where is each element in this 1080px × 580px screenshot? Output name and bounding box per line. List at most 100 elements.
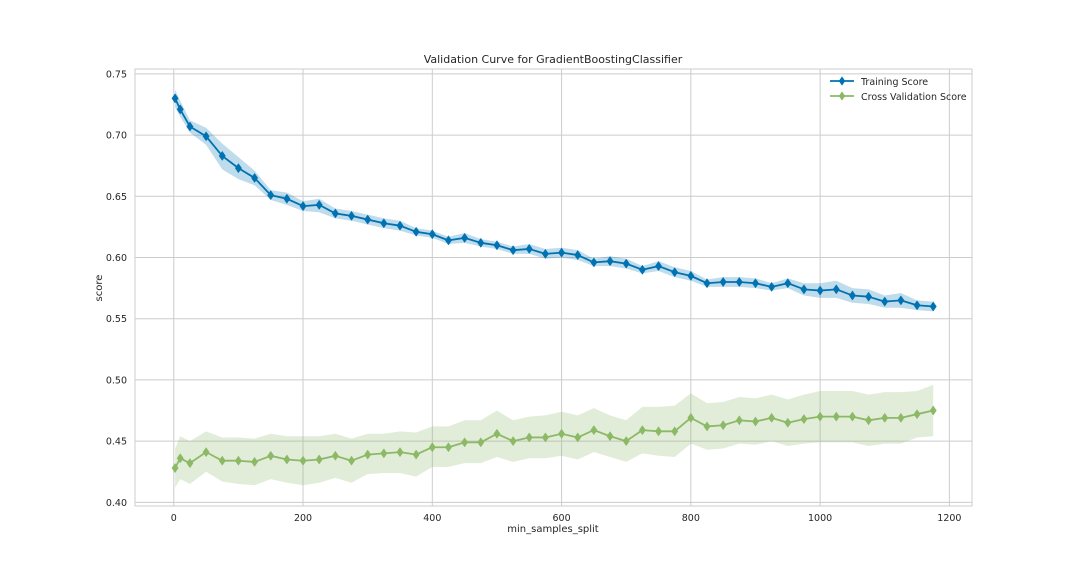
training-score-point <box>897 295 905 306</box>
training-score-point <box>881 296 889 307</box>
cross-validation-score-point <box>671 426 679 437</box>
training-score-point <box>929 301 937 312</box>
cross-validation-score-point <box>283 454 291 465</box>
training-score-point <box>638 264 646 275</box>
cross-validation-score-point <box>267 450 275 461</box>
cross-validation-score-point <box>234 455 242 466</box>
cross-validation-score-point <box>364 449 372 460</box>
cross-validation-score-point <box>784 417 792 428</box>
cross-validation-score-point <box>703 421 711 432</box>
cross-validation-score-point <box>897 412 905 423</box>
y-tick-label: 0.65 <box>106 192 127 203</box>
training-score-point <box>816 285 824 296</box>
training-score-point <box>428 229 436 240</box>
training-score-point <box>396 220 404 231</box>
training-score-point <box>751 278 759 289</box>
y-tick-label: 0.45 <box>106 437 127 448</box>
cross-validation-score-point <box>735 415 743 426</box>
training-score-point <box>412 226 420 237</box>
cross-validation-score-point <box>541 432 549 443</box>
cross-validation-score-point <box>444 442 452 453</box>
cross-validation-score-point <box>461 437 469 448</box>
cross-validation-score-point <box>202 447 210 458</box>
y-tick-label: 0.50 <box>106 375 127 386</box>
y-tick-label: 0.60 <box>106 253 127 264</box>
training-score-point <box>671 267 679 278</box>
cross-validation-score-point <box>477 437 485 448</box>
x-tick-label: 1000 <box>808 513 832 524</box>
cross-validation-score-point <box>218 455 226 466</box>
cross-validation-score-point <box>348 455 356 466</box>
cross-validation-score-point <box>606 431 614 442</box>
cross-validation-score-point <box>800 414 808 425</box>
cross-validation-score-point <box>848 411 856 422</box>
cross-validation-score-point <box>687 412 695 423</box>
training-score-point <box>832 284 840 295</box>
cross-validation-score-point <box>428 442 436 453</box>
cross-validation-score-point <box>590 425 598 436</box>
cross-validation-score-point <box>719 420 727 431</box>
plot-frame <box>134 68 973 507</box>
x-tick-label: 1200 <box>937 513 961 524</box>
training-score-point <box>234 163 242 174</box>
cross-validation-score-point <box>412 449 420 460</box>
y-tick-label: 0.55 <box>106 314 127 325</box>
x-tick-label: 400 <box>423 513 441 524</box>
cross-validation-score-point <box>929 405 937 416</box>
training-score-point <box>202 131 210 142</box>
legend-label-cross-validation: Cross Validation Score <box>861 92 967 103</box>
chart-title: Validation Curve for GradientBoostingCla… <box>424 53 683 66</box>
cross-validation-score-point <box>655 426 663 437</box>
training-score-point <box>541 248 549 259</box>
training-score-point <box>865 291 873 302</box>
cross-validation-score-point <box>509 436 517 447</box>
cross-validation-score-point <box>865 415 873 426</box>
training-score-point <box>574 250 582 261</box>
tick-labels: 0 200 400 600 800 1000 1200 0.40 0.45 0.50 0.55 0.6… <box>106 69 962 524</box>
cross-validation-score-point <box>299 455 307 466</box>
cross-validation-score-point <box>638 425 646 436</box>
cross-validation-score-point <box>493 428 501 439</box>
cross-validation-score-point <box>622 436 630 447</box>
cross-validation-score-point <box>331 450 339 461</box>
training-score-point <box>461 232 469 243</box>
legend-item-cross-validation: Cross Validation Score <box>830 91 967 103</box>
training-score-point <box>703 278 711 289</box>
training-score-point <box>493 240 501 251</box>
training-score-point <box>364 214 372 225</box>
training-score-point <box>606 256 614 267</box>
cross-validation-score-point <box>768 412 776 423</box>
training-score-point <box>558 247 566 258</box>
training-score-point <box>186 121 194 132</box>
legend-marker-training <box>838 76 846 86</box>
cross-validation-score-point <box>176 453 184 464</box>
cross-validation-score-point <box>881 412 889 423</box>
training-score-band <box>175 89 934 312</box>
cross-validation-score-point <box>171 463 179 474</box>
y-tick-label: 0.75 <box>106 69 127 80</box>
cross-validation-score-point <box>380 448 388 459</box>
cross-validation-score-point <box>913 409 921 420</box>
training-score-point <box>768 281 776 292</box>
cross-validation-score-point <box>816 411 824 422</box>
training-score-point <box>784 278 792 289</box>
training-score-point <box>348 210 356 221</box>
training-score-point <box>848 290 856 301</box>
x-tick-label: 200 <box>294 513 312 524</box>
training-score-point <box>331 208 339 219</box>
x-tick-label: 800 <box>682 513 700 524</box>
plot-background <box>135 69 972 506</box>
training-score-point <box>800 284 808 295</box>
cross-validation-score-point <box>315 454 323 465</box>
y-tick-label: 0.70 <box>106 131 127 142</box>
training-score-point <box>380 218 388 229</box>
cross-validation-score-point <box>251 456 259 467</box>
training-score-point <box>176 104 184 115</box>
y-axis-label: score <box>94 275 105 302</box>
training-score-point <box>477 237 485 248</box>
training-score-point <box>218 150 226 161</box>
training-score-point <box>719 276 727 288</box>
x-tick-label: 0 <box>171 513 177 524</box>
